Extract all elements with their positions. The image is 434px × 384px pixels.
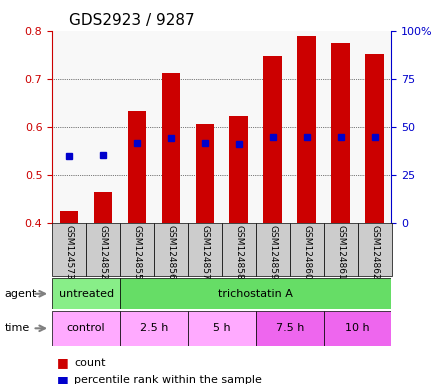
Bar	[94, 192, 112, 223]
FancyBboxPatch shape	[120, 311, 187, 346]
Text: 10 h: 10 h	[345, 323, 369, 333]
Bar	[195, 124, 214, 223]
Text: ■: ■	[56, 374, 68, 384]
FancyBboxPatch shape	[154, 223, 187, 276]
Text: GSM124861: GSM124861	[335, 225, 344, 280]
Bar	[161, 73, 180, 223]
Text: count: count	[74, 358, 105, 368]
Text: GSM124573: GSM124573	[65, 225, 73, 280]
FancyBboxPatch shape	[52, 278, 120, 309]
Bar	[60, 211, 78, 223]
Bar	[297, 36, 315, 223]
Bar	[365, 54, 383, 223]
Text: time: time	[4, 323, 30, 333]
Bar	[229, 116, 247, 223]
Bar	[128, 111, 146, 223]
Text: GSM124862: GSM124862	[369, 225, 378, 280]
FancyBboxPatch shape	[120, 223, 154, 276]
Text: GSM124852: GSM124852	[99, 225, 107, 280]
FancyBboxPatch shape	[323, 311, 391, 346]
FancyBboxPatch shape	[323, 223, 357, 276]
FancyBboxPatch shape	[289, 223, 323, 276]
Bar	[263, 56, 281, 223]
FancyBboxPatch shape	[52, 223, 86, 276]
Bar	[331, 43, 349, 223]
Text: 7.5 h: 7.5 h	[275, 323, 303, 333]
FancyBboxPatch shape	[52, 311, 120, 346]
FancyBboxPatch shape	[187, 311, 255, 346]
Text: GSM124859: GSM124859	[268, 225, 276, 280]
Text: GSM124858: GSM124858	[234, 225, 243, 280]
FancyBboxPatch shape	[221, 223, 255, 276]
Text: untreated: untreated	[59, 289, 113, 299]
FancyBboxPatch shape	[120, 278, 391, 309]
Text: 2.5 h: 2.5 h	[139, 323, 168, 333]
Text: ■: ■	[56, 356, 68, 369]
FancyBboxPatch shape	[255, 223, 289, 276]
Text: agent: agent	[4, 289, 36, 299]
Text: 5 h: 5 h	[213, 323, 230, 333]
FancyBboxPatch shape	[86, 223, 120, 276]
FancyBboxPatch shape	[255, 311, 323, 346]
FancyBboxPatch shape	[187, 223, 221, 276]
Text: GSM124855: GSM124855	[132, 225, 141, 280]
FancyBboxPatch shape	[357, 223, 391, 276]
Text: GDS2923 / 9287: GDS2923 / 9287	[69, 13, 194, 28]
Text: trichostatin A: trichostatin A	[218, 289, 293, 299]
Text: control: control	[67, 323, 105, 333]
Text: GSM124856: GSM124856	[166, 225, 175, 280]
Text: GSM124860: GSM124860	[302, 225, 310, 280]
Text: percentile rank within the sample: percentile rank within the sample	[74, 375, 261, 384]
Text: GSM124857: GSM124857	[200, 225, 209, 280]
